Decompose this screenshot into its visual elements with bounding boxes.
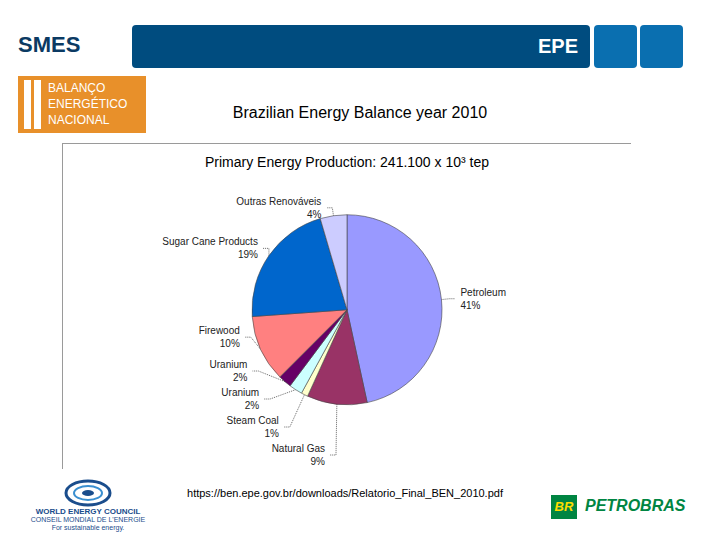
svg-text:Firewood: Firewood (199, 325, 240, 336)
svg-text:Primary Energy Production: 241: Primary Energy Production: 241.100 x 10³… (205, 154, 489, 170)
html-text:Brazilian Energy Balance year: Brazilian Energy Balance year 2010 (232, 104, 488, 121)
html-text:EPE: EPE (538, 35, 578, 57)
svg-text:19%: 19% (238, 249, 258, 260)
svg-text:4%: 4% (307, 209, 322, 220)
svg-text:2%: 2% (233, 372, 248, 383)
html-text:https://ben.epe.gov.br/downloa: https://ben.epe.gov.br/downloads/Relator… (187, 487, 503, 499)
html-text:SMES: SMES (18, 32, 81, 57)
html-text:WORLD ENERGY COUNCIL: WORLD ENERGY COUNCIL (35, 507, 141, 516)
html-text:ENERGÉTICO: ENERGÉTICO (48, 97, 128, 111)
svg-text:Uranium: Uranium (221, 387, 259, 398)
svg-text:Natural Gas: Natural Gas (272, 443, 325, 454)
html-text:BALANÇO: BALANÇO (48, 81, 106, 95)
svg-text:1%: 1% (264, 428, 279, 439)
svg-text:Petroleum: Petroleum (460, 287, 506, 298)
svg-text:Steam Coal: Steam Coal (227, 415, 279, 426)
html-text:CONSEIL MONDIAL DE L'ENERGIE: CONSEIL MONDIAL DE L'ENERGIE (30, 516, 146, 523)
html-text:For sustainable energy.: For sustainable energy. (51, 524, 125, 531)
html-text:NACIONAL: NACIONAL (48, 113, 110, 127)
html-text:PETROBRAS: PETROBRAS (585, 497, 686, 514)
svg-text:10%: 10% (220, 338, 240, 349)
svg-text:9%: 9% (311, 456, 326, 467)
svg-text:Sugar Cane Products: Sugar Cane Products (162, 236, 258, 247)
html-text:BR: BR (554, 499, 574, 514)
svg-text:Outras Renováveis: Outras Renováveis (236, 196, 321, 207)
svg-text:41%: 41% (460, 300, 480, 311)
svg-text:2%: 2% (245, 400, 260, 411)
svg-text:Uranium: Uranium (210, 359, 248, 370)
